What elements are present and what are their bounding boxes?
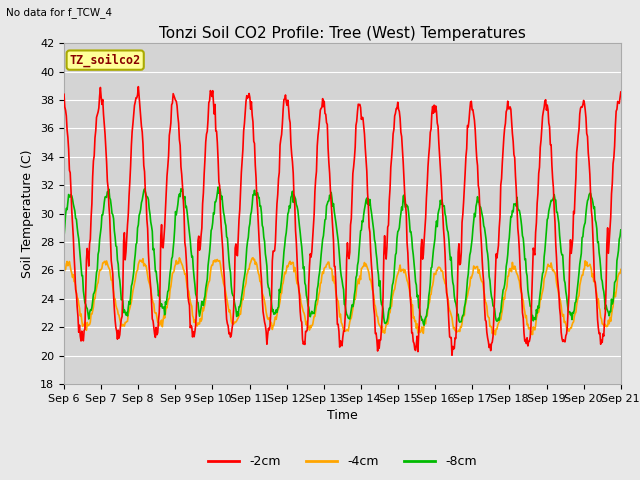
-2cm bbox=[428, 126, 435, 132]
Title: Tonzi Soil CO2 Profile: Tree (West) Temperatures: Tonzi Soil CO2 Profile: Tree (West) Temp… bbox=[159, 25, 526, 41]
-2cm bbox=[411, 347, 419, 352]
-8cm bbox=[184, 216, 192, 222]
X-axis label: Time: Time bbox=[327, 409, 358, 422]
-4cm bbox=[70, 278, 78, 284]
-4cm bbox=[492, 332, 499, 338]
-2cm bbox=[214, 156, 222, 162]
-4cm bbox=[617, 266, 625, 272]
-2cm bbox=[70, 252, 78, 258]
Legend: -2cm, -4cm, -8cm: -2cm, -4cm, -8cm bbox=[204, 450, 481, 473]
-4cm bbox=[428, 291, 435, 297]
Line: -4cm: -4cm bbox=[64, 258, 621, 335]
-8cm bbox=[411, 269, 419, 275]
-4cm bbox=[127, 299, 135, 305]
-2cm bbox=[60, 91, 68, 97]
Line: -8cm: -8cm bbox=[64, 187, 621, 325]
-2cm bbox=[185, 299, 193, 305]
Line: -2cm: -2cm bbox=[64, 87, 621, 355]
-2cm bbox=[127, 143, 135, 148]
Text: TZ_soilco2: TZ_soilco2 bbox=[70, 53, 141, 67]
-8cm bbox=[214, 184, 222, 190]
Text: No data for f_TCW_4: No data for f_TCW_4 bbox=[6, 7, 113, 18]
-8cm bbox=[70, 205, 78, 211]
-8cm bbox=[214, 190, 221, 196]
Y-axis label: Soil Temperature (C): Soil Temperature (C) bbox=[22, 149, 35, 278]
-8cm bbox=[127, 283, 135, 289]
-4cm bbox=[411, 319, 419, 324]
-8cm bbox=[617, 227, 625, 233]
-2cm bbox=[448, 352, 456, 358]
-8cm bbox=[428, 264, 436, 270]
-2cm bbox=[134, 84, 142, 90]
-2cm bbox=[617, 89, 625, 95]
-4cm bbox=[214, 257, 221, 263]
-8cm bbox=[60, 234, 68, 240]
-8cm bbox=[420, 323, 428, 328]
-4cm bbox=[249, 255, 257, 261]
-4cm bbox=[60, 271, 68, 276]
-4cm bbox=[184, 288, 192, 293]
